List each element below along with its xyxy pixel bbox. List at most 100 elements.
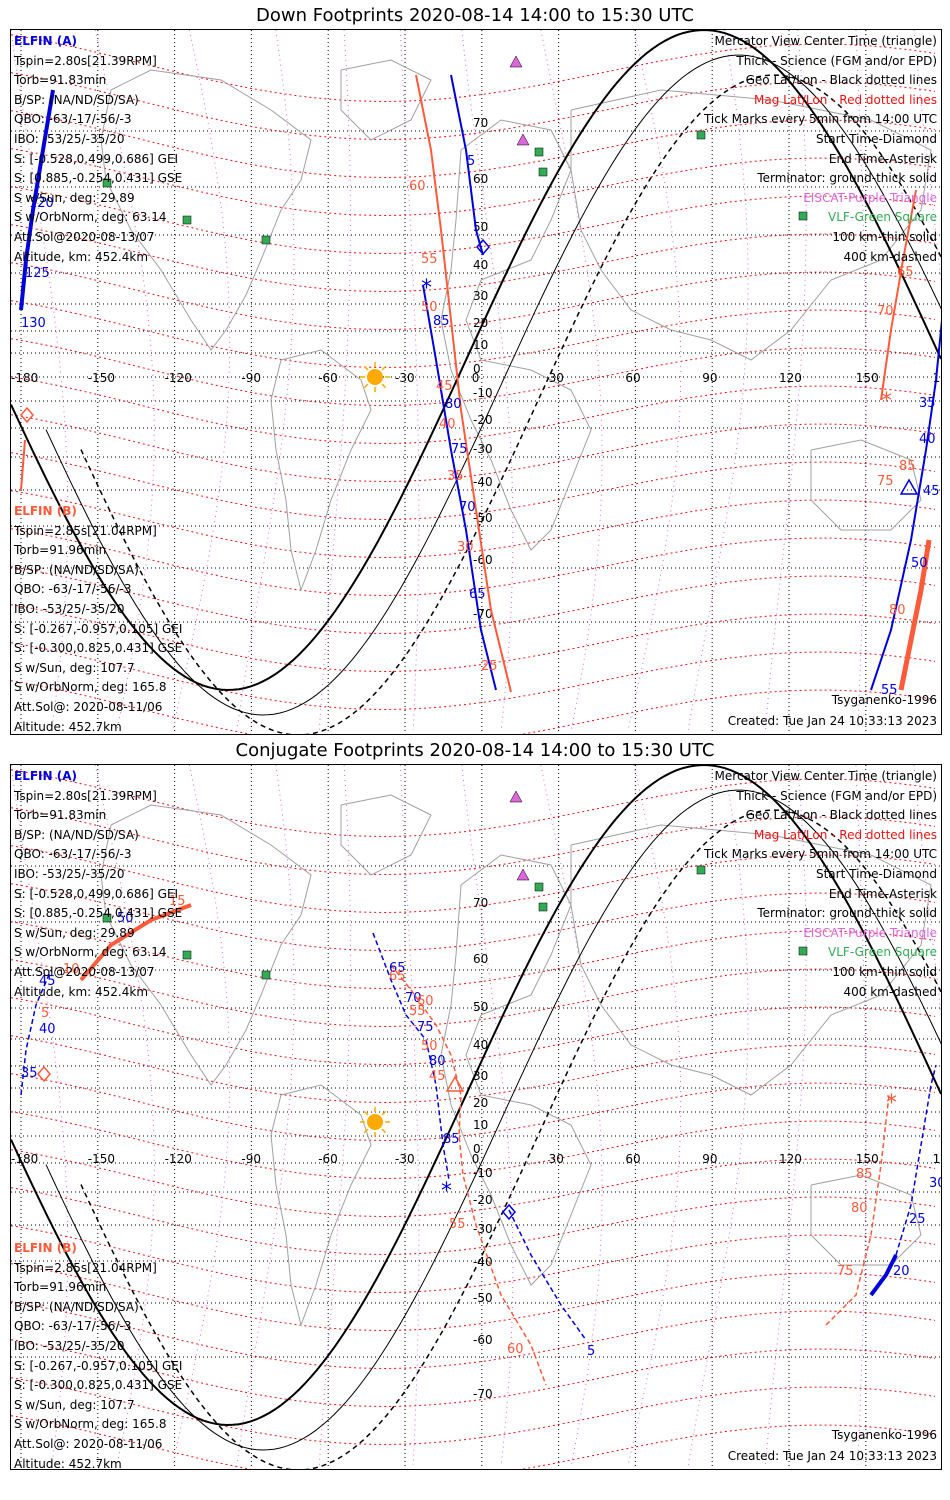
track-b-tick-label: 40	[439, 417, 456, 432]
elfin-a-header: ELFIN (A)	[14, 769, 77, 783]
coastline	[810, 439, 922, 531]
legend-item: Mercator View Center Time (triangle)	[714, 769, 937, 783]
elfin-a-info: ELFIN (A) Tspin=2.80s[21.39RPM] Torb=91.…	[14, 767, 182, 1002]
map-canvas: -180-150-120-90-60-300306090120150180706…	[11, 765, 942, 1469]
info-line: Altitude, km: 452.4km	[14, 249, 149, 264]
mag-meridian-line	[94, 765, 155, 1466]
info-line: S w/Sun, deg: 107.7	[14, 660, 135, 675]
elfin-b-header: ELFIN (B)	[14, 504, 77, 518]
latitude-tick-label: 60	[473, 952, 488, 966]
elfin-a-track	[870, 319, 941, 691]
elfin-a-info: ELFIN (A) Tspin=2.80s[21.39RPM] Torb=91.…	[14, 32, 182, 267]
track-b-tick-label: 60	[417, 994, 434, 1009]
info-line: Tspin=2.85s[21.04RPM]	[14, 523, 157, 538]
elfin-b-info: ELFIN (B) Tspin=2.85s[21.04RPM] Torb=91.…	[14, 502, 182, 734]
elfin-b-track	[825, 1094, 890, 1326]
legend-item: Tick Marks every 5min from 14:00 UTC	[703, 847, 937, 862]
model-label: Tsyganenko-1996	[831, 693, 937, 707]
mag-latitude-line	[11, 1263, 936, 1332]
eiscat-triangle-marker	[516, 868, 530, 881]
mag-meridian-line	[236, 765, 295, 1466]
track-a-tick-label: 30	[929, 1176, 942, 1191]
track-a-tick-label: 40	[919, 432, 936, 447]
mag-meridian-line	[399, 765, 420, 1466]
legend-item: Geo Lat/Lon - Black dotted lines	[745, 73, 937, 88]
terminator-ground-line	[11, 765, 941, 1427]
track-b-tick-label: 65	[897, 265, 914, 280]
down-footprints-panel: Down Footprints 2020-08-14 14:00 to 15:3…	[10, 5, 942, 735]
coastline	[570, 824, 932, 1096]
longitude-tick-label: -60	[318, 1152, 338, 1166]
mag-meridian-line	[318, 30, 351, 731]
map-canvas: -180-150-120-90-60-300306090120150180706…	[11, 30, 941, 734]
info-line: QBO: -63/-17/-56/-3	[14, 582, 132, 597]
mag-latitude-line	[11, 1149, 936, 1218]
longitude-tick-label: -180	[11, 371, 38, 385]
sun-ray	[363, 383, 369, 389]
longitude-tick-label: -30	[395, 1152, 415, 1166]
track-a-tick-label: 50	[911, 556, 928, 571]
mag-meridian-line	[94, 30, 155, 731]
legend-item: Thick - Science (FGM and/or EPD)	[736, 788, 937, 803]
latitude-tick-label: 50	[473, 1000, 488, 1014]
track-a-tick-label: 65	[389, 961, 406, 976]
map-frame: -180-150-120-90-60-300306090120150180706…	[10, 764, 942, 1470]
track-a-tick-label: 80	[445, 397, 462, 412]
vlf-square-marker	[538, 167, 548, 177]
center-time-triangle	[899, 478, 919, 495]
sun-ray	[363, 1110, 369, 1116]
longitude-tick-label: 0	[472, 1152, 480, 1166]
info-line: Torb=91.96min	[14, 543, 107, 558]
track-b-tick-label: 65	[389, 969, 406, 984]
mag-latitude-line	[11, 1339, 936, 1408]
mag-latitude-line	[11, 300, 936, 369]
legend-item: 400 km-dashed	[843, 249, 937, 264]
sun-ray	[363, 1128, 369, 1134]
info-line: B/SP: (NA/ND/SD/SA)	[14, 827, 139, 842]
mag-latitude-line	[11, 148, 936, 217]
elfin-a-science-track	[869, 1254, 898, 1297]
vlf-square-marker	[534, 882, 544, 892]
latitude-tick-label: -10	[473, 1166, 493, 1180]
track-b-tick-label: 85	[856, 1167, 873, 1182]
info-line: S w/OrbNorm, deg: 165.8	[14, 1417, 167, 1432]
info-line: Tspin=2.85s[21.04RPM]	[14, 1260, 157, 1275]
latitude-tick-label: -40	[473, 1255, 493, 1269]
longitude-tick-label: 30	[549, 371, 564, 385]
info-line: S w/OrbNorm, deg: 165.8	[14, 680, 167, 695]
info-line: Torb=91.83min	[14, 808, 107, 823]
sun-ray	[363, 365, 369, 371]
panel-title: Conjugate Footprints 2020-08-14 14:00 to…	[235, 740, 715, 761]
track-b-tick-label: 80	[889, 603, 906, 618]
start-time-diamond	[502, 1203, 516, 1221]
longitude-tick-label: 90	[702, 1152, 717, 1166]
terminator-100km-line	[45, 54, 941, 716]
track-a-tick-label: 75	[451, 442, 468, 457]
map-legend: Mercator View Center Time (triangle) Thi…	[704, 767, 937, 1002]
mag-latitude-line	[11, 528, 936, 597]
start-time-diamond	[476, 238, 490, 256]
latitude-tick-label: -20	[473, 413, 493, 427]
legend-item: End Time-Asterisk	[828, 886, 937, 901]
mag-latitude-line	[11, 1225, 936, 1294]
eiscat-triangle-marker	[509, 55, 523, 68]
info-line: S: [0.885,-0.254,0.431] GSE	[14, 171, 183, 186]
mag-latitude-line	[11, 769, 936, 838]
info-line: S: [-0.267,-0.957,0.105] GEI	[14, 1358, 183, 1373]
legend-item: VLF-Green Square	[828, 945, 937, 960]
vlf-square-marker	[798, 211, 808, 221]
sun-icon	[367, 1114, 383, 1130]
track-a-tick-label: 40	[39, 1022, 56, 1037]
longitude-tick-label: -150	[88, 1152, 115, 1166]
mag-meridian-line	[855, 30, 867, 731]
longitude-tick-label: 150	[856, 371, 879, 385]
info-line: S w/OrbNorm, deg: 63.14	[14, 210, 167, 225]
legend-item: Terminator: ground-thick solid	[757, 906, 937, 921]
legend-item: VLF-Green Square	[828, 210, 937, 225]
legend-item: Start Time-Diamond	[815, 131, 937, 146]
track-a-tick-label: 130	[21, 316, 46, 331]
track-b-tick-label: 75	[877, 474, 894, 489]
track-b-tick-label: 55	[449, 1217, 466, 1232]
track-b-tick-label: 55	[421, 252, 438, 267]
track-b-tick-label: 45	[429, 1069, 446, 1084]
